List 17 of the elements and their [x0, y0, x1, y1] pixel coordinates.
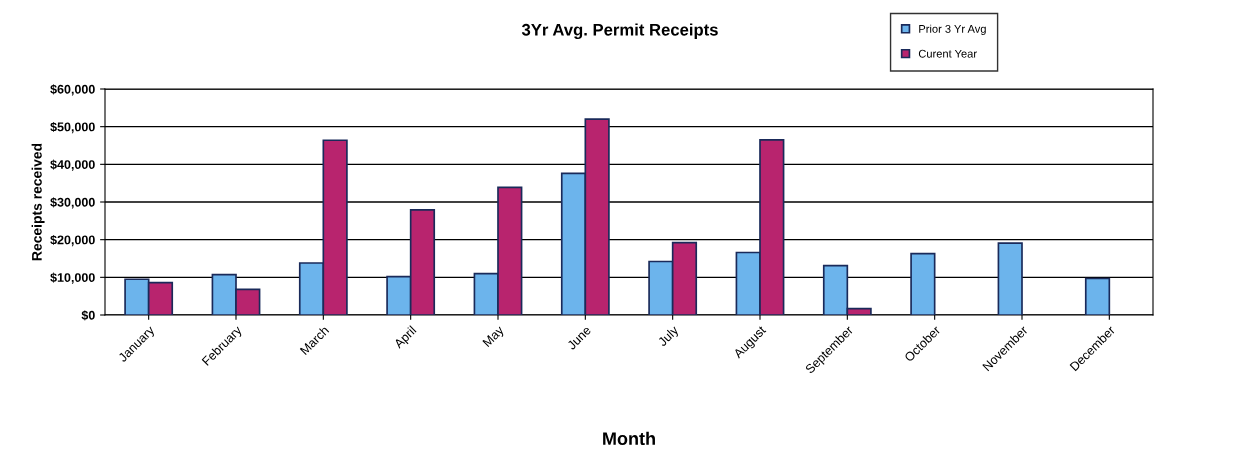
y-tick-label: $30,000	[50, 197, 95, 209]
y-tick-label: $50,000	[50, 121, 95, 134]
y-tick-label: $0	[81, 310, 95, 321]
bar	[910, 252, 936, 315]
legend-label: Curent Year	[918, 49, 977, 58]
y-axis-title: Receipts received	[31, 143, 45, 261]
y-tick-label: $10,000	[50, 272, 95, 284]
x-tick-label: July	[657, 324, 681, 349]
chart-title: 3Yr Avg. Permit Receipts	[521, 23, 718, 39]
y-tick-label: $40,000	[50, 159, 95, 171]
legend-label: Prior 3 Yr Avg	[919, 24, 986, 36]
y-tick-label: $20,000	[50, 234, 95, 247]
bar	[1084, 277, 1111, 315]
x-tick-label: May	[482, 325, 507, 349]
x-axis-title: Month	[603, 431, 655, 446]
bar	[997, 242, 1023, 315]
y-tick-label: $60,000	[50, 84, 95, 96]
